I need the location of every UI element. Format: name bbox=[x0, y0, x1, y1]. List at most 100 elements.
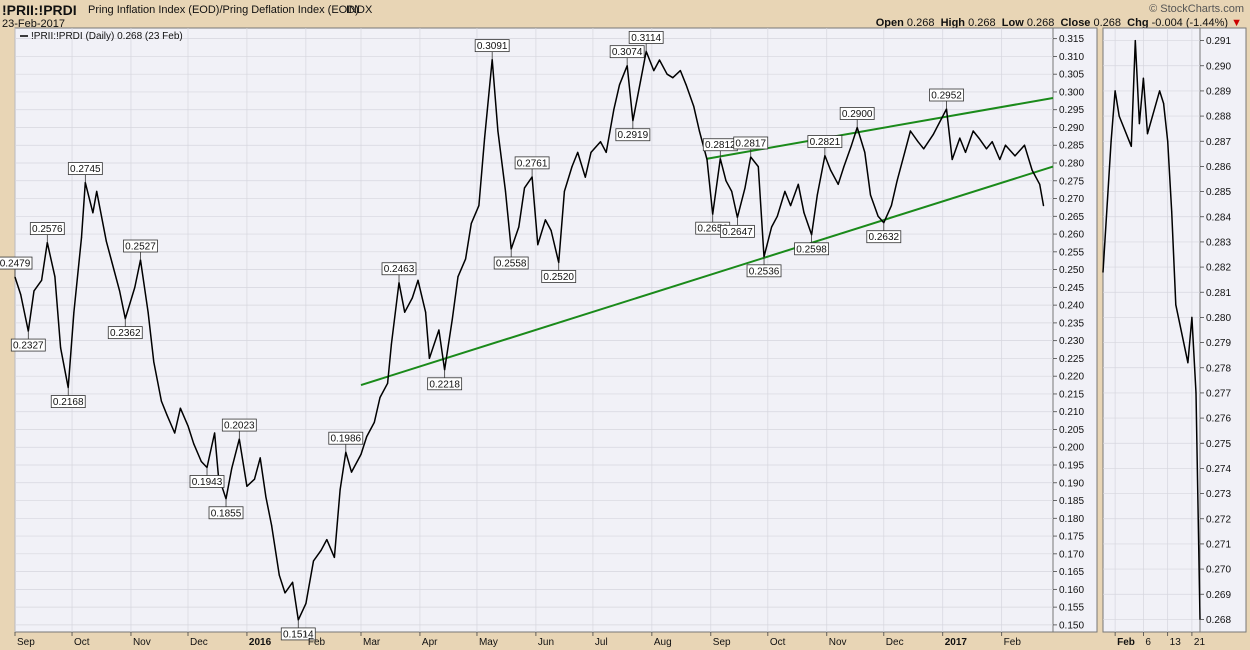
y-tick-label: 0.175 bbox=[1059, 532, 1084, 543]
annotation-box bbox=[615, 128, 651, 142]
data-point bbox=[497, 130, 499, 132]
annotation-box bbox=[493, 256, 529, 270]
annotation-box bbox=[328, 431, 364, 445]
data-point bbox=[271, 524, 273, 527]
chg-value: -0.004 (-1.44%) bbox=[1151, 17, 1229, 29]
x-tick-label: Dec bbox=[190, 637, 208, 648]
data-point bbox=[685, 84, 687, 86]
data-point bbox=[790, 205, 792, 207]
y-tick-label: 0.165 bbox=[1059, 567, 1084, 578]
annotation-label: 0.2952 bbox=[931, 91, 962, 102]
data-point bbox=[850, 144, 853, 146]
data-point bbox=[923, 148, 925, 150]
main-y-axis-area bbox=[1052, 27, 1098, 633]
data-point bbox=[1191, 316, 1193, 319]
data-point bbox=[41, 279, 43, 281]
legend-text: !PRII:!PRDI (Daily) 0.268 (23 Feb) bbox=[31, 31, 183, 42]
data-point bbox=[544, 219, 547, 221]
data-point bbox=[725, 180, 727, 182]
data-point bbox=[658, 59, 661, 61]
data-point bbox=[672, 77, 674, 79]
annotation-box bbox=[733, 136, 769, 150]
y-tick-label: 0.276 bbox=[1206, 414, 1231, 425]
y-tick-label: 0.268 bbox=[1206, 615, 1231, 626]
data-point bbox=[706, 158, 708, 161]
data-point bbox=[932, 133, 934, 136]
annotation-label: 0.2647 bbox=[722, 227, 753, 238]
annotation-label: 0.2761 bbox=[517, 158, 548, 169]
y-tick-label: 0.290 bbox=[1206, 61, 1231, 72]
annotation-label: 0.2327 bbox=[13, 341, 44, 352]
data-point bbox=[179, 407, 181, 409]
data-point bbox=[550, 229, 552, 232]
annotation-label: 0.1986 bbox=[330, 434, 361, 445]
annotation-label: 0.2812 bbox=[705, 140, 736, 151]
annotation-box bbox=[381, 262, 417, 276]
annotation-label: 0.3091 bbox=[477, 41, 508, 52]
x-tick-label: 13 bbox=[1170, 637, 1182, 648]
y-tick-label: 0.155 bbox=[1059, 603, 1084, 614]
data-point bbox=[964, 151, 967, 153]
exchange-label: INDX bbox=[346, 4, 373, 16]
x-tick-label: Sep bbox=[713, 637, 731, 648]
data-point bbox=[80, 237, 83, 239]
data-point bbox=[904, 151, 906, 153]
data-point bbox=[1130, 145, 1132, 147]
y-tick-label: 0.279 bbox=[1206, 338, 1231, 349]
y-tick-label: 0.205 bbox=[1059, 425, 1084, 436]
data-point bbox=[537, 244, 539, 246]
data-point bbox=[599, 141, 602, 143]
data-point bbox=[1118, 115, 1120, 117]
data-point bbox=[373, 421, 375, 423]
data-point bbox=[653, 70, 655, 72]
y-tick-label: 0.220 bbox=[1059, 372, 1084, 383]
annotation-label: 0.2558 bbox=[496, 258, 527, 269]
annotation-label: 0.2656 bbox=[697, 224, 728, 235]
chart-ticker: !PRII:!PRDI bbox=[2, 2, 77, 18]
annotation-box bbox=[123, 239, 158, 253]
data-point bbox=[563, 190, 566, 193]
y-tick-label: 0.288 bbox=[1206, 112, 1231, 123]
data-point bbox=[411, 297, 413, 299]
annotation-box bbox=[929, 88, 964, 102]
data-point bbox=[590, 151, 592, 153]
y-tick-label: 0.283 bbox=[1206, 237, 1231, 248]
y-tick-label: 0.278 bbox=[1206, 363, 1231, 374]
y-tick-label: 0.240 bbox=[1059, 301, 1084, 312]
data-point bbox=[417, 279, 419, 281]
y-tick-label: 0.285 bbox=[1206, 187, 1231, 198]
data-point bbox=[951, 158, 953, 161]
data-point bbox=[312, 560, 315, 562]
y-tick-label: 0.270 bbox=[1059, 194, 1084, 205]
data-point bbox=[193, 443, 195, 445]
data-point bbox=[478, 205, 480, 207]
annotation-label: 0.2598 bbox=[796, 244, 827, 255]
data-point bbox=[605, 151, 607, 153]
y-tick-label: 0.170 bbox=[1059, 549, 1084, 560]
annotation-box bbox=[208, 506, 244, 520]
x-tick-label: Jul bbox=[595, 637, 608, 648]
annotation-label: 0.2520 bbox=[543, 272, 574, 283]
zoom-plot-area[interactable] bbox=[1102, 27, 1201, 633]
data-point bbox=[214, 432, 216, 434]
y-tick-label: 0.200 bbox=[1059, 443, 1084, 454]
price-annotations: 0.2479 0.2327 0.2576 0.2168 0.2745 0.2362 0.25… bbox=[0, 31, 964, 640]
data-point bbox=[909, 130, 912, 132]
data-point bbox=[253, 478, 256, 480]
annotation-label: 0.2900 bbox=[842, 109, 873, 120]
annotation-label: 0.2218 bbox=[429, 379, 460, 390]
data-point bbox=[60, 347, 62, 349]
y-tick-label: 0.289 bbox=[1206, 86, 1231, 97]
data-point bbox=[166, 414, 168, 416]
data-point bbox=[666, 73, 668, 75]
data-point bbox=[451, 318, 453, 320]
annotation-box bbox=[541, 270, 577, 283]
data-point bbox=[877, 215, 879, 217]
data-point bbox=[731, 190, 733, 193]
data-point bbox=[153, 361, 155, 363]
data-point bbox=[200, 460, 202, 463]
y-tick-label: 0.281 bbox=[1206, 288, 1231, 299]
data-point bbox=[584, 176, 586, 178]
zoom-axes: 0.268 0.269 0.270 0.271 0.272 0.273 0.274 0.275… bbox=[1114, 36, 1231, 648]
